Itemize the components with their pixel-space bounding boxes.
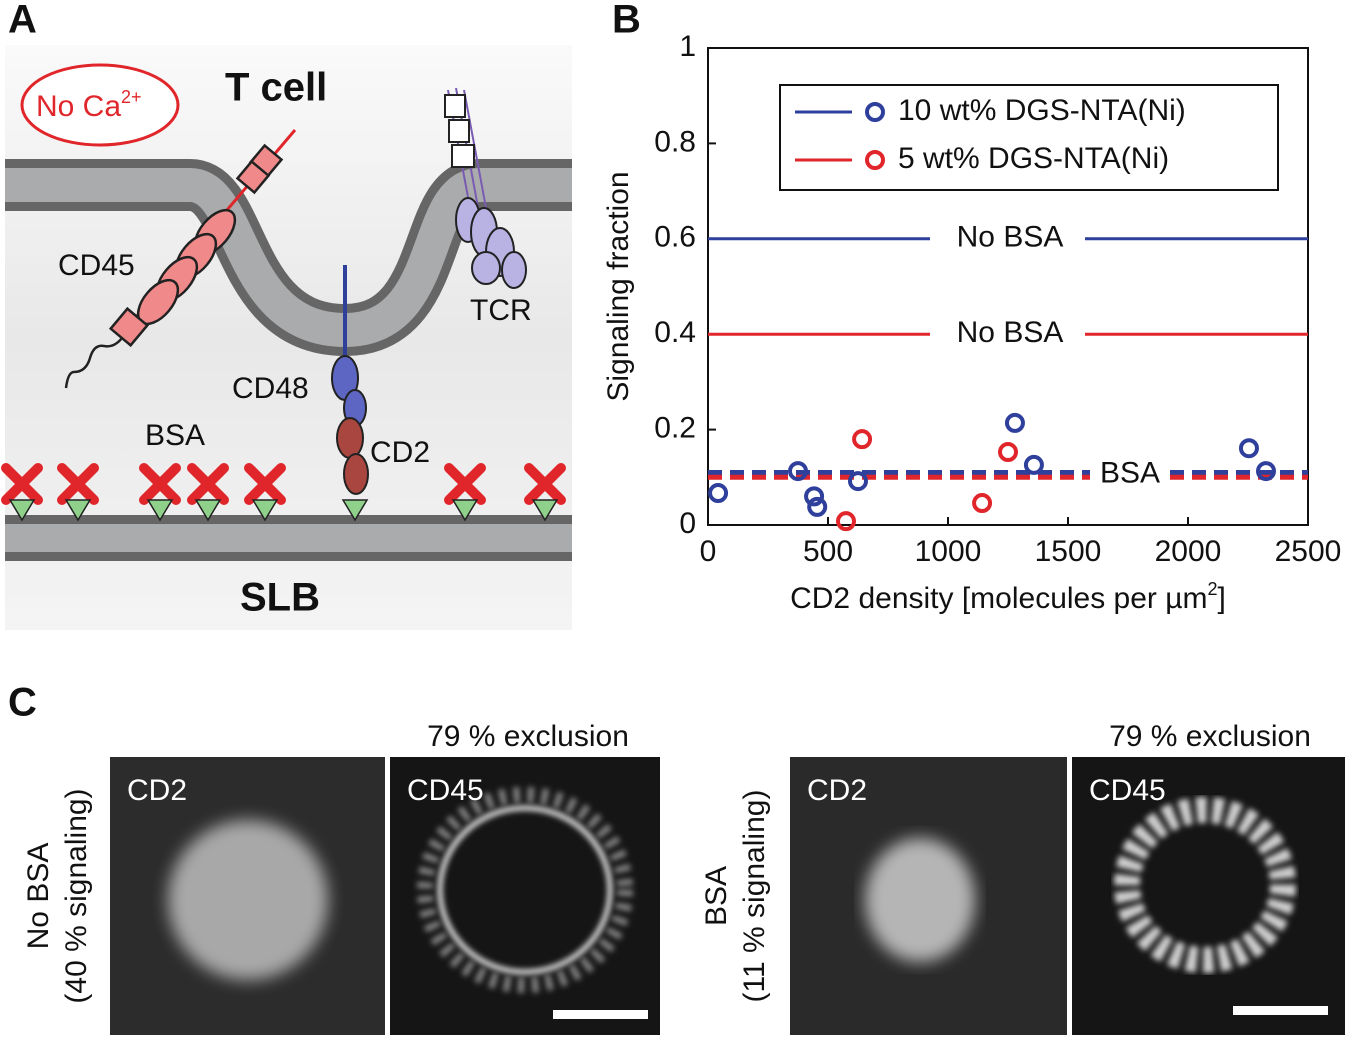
bsa-block	[187, 463, 229, 505]
y-axis-label: Signaling fraction	[602, 171, 635, 401]
data-point	[1238, 438, 1259, 459]
data-point	[807, 496, 828, 517]
bsa-block	[244, 463, 286, 505]
data-point	[708, 483, 729, 504]
x-axis-label-sup: 2	[1208, 579, 1218, 599]
calcium-text: No Ca	[36, 90, 121, 123]
ni-anchor	[531, 499, 559, 522]
bilayer-label: SLB	[240, 576, 320, 620]
signaling-label: (40 % signaling)	[60, 788, 93, 1003]
panel-c-images	[110, 757, 1345, 1035]
x-tick-label: 2500	[1275, 535, 1342, 568]
y-tick-label: 0	[679, 507, 696, 540]
bsa-block	[444, 463, 486, 505]
x-tick-label: 0	[700, 535, 717, 568]
bsa-block	[57, 463, 99, 505]
x-axis-label-end: ]	[1218, 582, 1226, 615]
exclusion-label: 79 % exclusion	[1109, 720, 1311, 753]
channel-label: CD2	[807, 774, 867, 807]
data-point	[804, 486, 825, 507]
bsa-block	[1, 463, 43, 505]
panel-label: A	[8, 0, 37, 42]
channel-label: CD2	[127, 774, 187, 807]
ni-anchor	[64, 499, 92, 522]
exclusion-label: 79 % exclusion	[427, 720, 629, 753]
legend-marker	[865, 102, 885, 122]
x-tick-label: 500	[803, 535, 853, 568]
data-point	[788, 461, 808, 482]
bsa-block	[524, 463, 566, 505]
data-point	[1256, 461, 1276, 482]
condition-label: BSA	[700, 866, 733, 926]
protein-label: BSA	[145, 419, 205, 452]
data-point	[836, 511, 856, 532]
y-tick-label: 0.6	[654, 221, 696, 254]
line-annotation: No BSA	[957, 221, 1064, 254]
legend-label: 10 wt% DGS-NTA(Ni)	[898, 94, 1186, 127]
data-point	[998, 442, 1018, 463]
bsa-block	[139, 463, 181, 505]
annotation-bg	[1090, 458, 1170, 485]
y-tick-label: 1	[679, 30, 696, 63]
x-axis-label: CD2 density [molecules per µm2]	[790, 579, 1226, 615]
signaling-label: (11 % signaling)	[738, 790, 771, 1003]
x-tick-label: 2000	[1155, 535, 1222, 568]
channel-label: CD45	[1089, 774, 1166, 807]
line-annotation: No BSA	[957, 316, 1064, 349]
protein-label: CD2	[370, 436, 430, 469]
panel-a-diagram	[1, 45, 572, 630]
protein-label: CD45	[58, 249, 135, 282]
protein-label: TCR	[470, 294, 532, 327]
data-point	[852, 429, 873, 450]
protein-label: CD48	[232, 372, 309, 405]
x-axis-label-text: CD2 density [molecules per µm	[790, 582, 1207, 615]
data-point	[1023, 454, 1044, 475]
calcium-label: No Ca2+	[36, 87, 142, 123]
x-tick-label: 1000	[915, 535, 982, 568]
ni-anchor	[341, 499, 369, 522]
calcium-sup: 2+	[121, 87, 142, 107]
plot-frame	[707, 47, 1309, 526]
legend-marker	[865, 150, 885, 170]
data-point	[848, 471, 868, 492]
ni-anchor	[194, 499, 222, 522]
ni-anchor	[251, 499, 279, 522]
panel-label: C	[8, 681, 37, 725]
data-point	[972, 493, 993, 514]
legend-box	[779, 84, 1279, 191]
ni-anchor	[451, 499, 479, 522]
ni-anchor	[8, 499, 36, 522]
panel-label: B	[612, 0, 641, 42]
condition-label: No BSA	[22, 843, 55, 950]
legend-label: 5 wt% DGS-NTA(Ni)	[898, 142, 1169, 175]
y-tick-label: 0.8	[654, 125, 696, 158]
channel-label: CD45	[407, 774, 484, 807]
ni-anchor	[146, 499, 174, 522]
x-tick-label: 1500	[1035, 535, 1102, 568]
line-annotation: BSA	[1100, 456, 1160, 489]
data-point	[1004, 412, 1025, 433]
y-tick-label: 0.4	[654, 316, 696, 349]
y-tick-label: 0.2	[654, 412, 696, 445]
cell-label: T cell	[225, 66, 327, 110]
